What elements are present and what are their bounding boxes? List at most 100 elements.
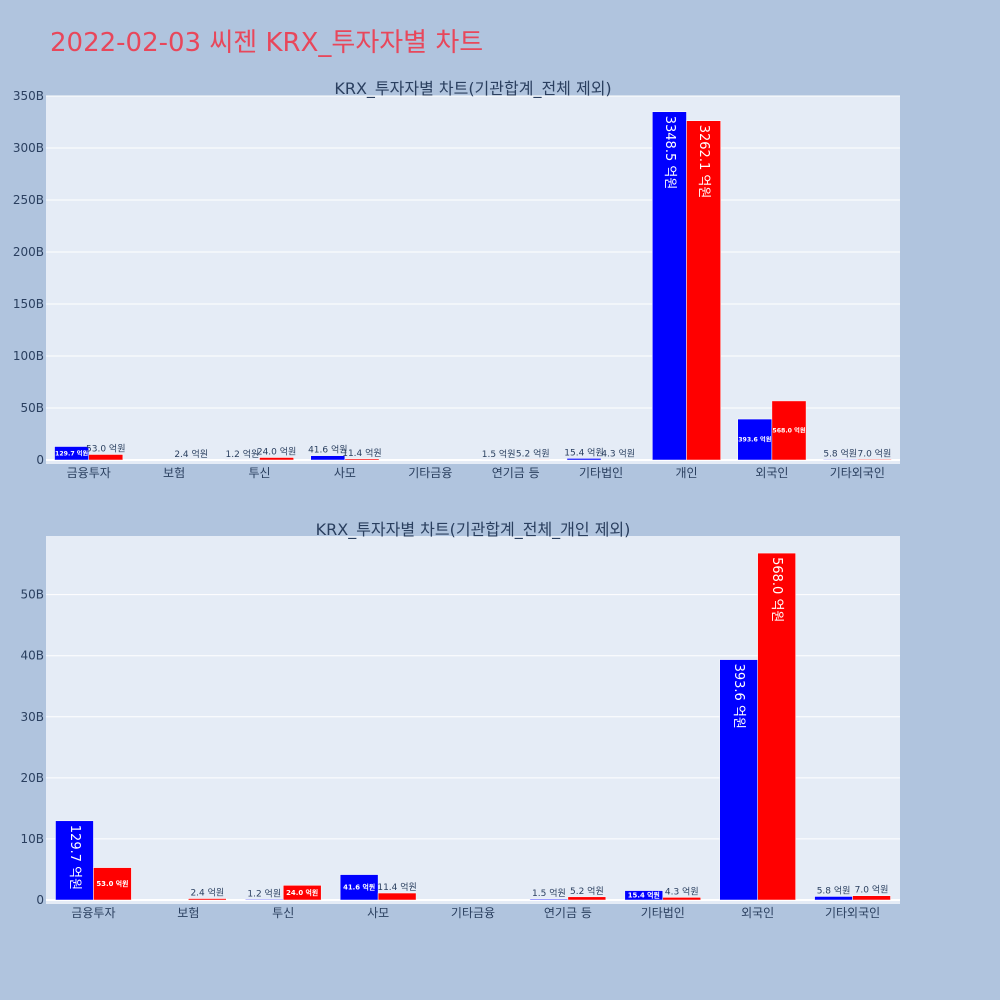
bar bbox=[822, 459, 858, 461]
data-label: 568.0 억원 bbox=[772, 427, 805, 435]
data-label: 2.4 억원 bbox=[190, 887, 224, 899]
x-tick-label: 보험 bbox=[177, 906, 199, 920]
data-label: 3262.1 억원 bbox=[696, 125, 711, 199]
data-label: 3348.5 억원 bbox=[662, 116, 677, 190]
x-tick-label: 개인 bbox=[675, 466, 697, 480]
data-label: 4.3 억원 bbox=[665, 885, 699, 897]
bar bbox=[757, 552, 796, 901]
chart-panel-1: 0 50B 100B 150B 200B 250B 300B 350B KRX_투자자별 차트(… bbox=[13, 79, 900, 480]
chart-title: KRX_투자자별 차트(기관합계_전체 제외) bbox=[334, 79, 611, 99]
bar bbox=[737, 418, 773, 461]
bar bbox=[282, 885, 322, 901]
bar bbox=[88, 454, 124, 461]
data-label: 129.7 억원 bbox=[67, 825, 82, 890]
bar bbox=[93, 867, 132, 901]
bar bbox=[245, 899, 284, 901]
data-label: 1.2 억원 bbox=[247, 887, 281, 899]
bar bbox=[857, 459, 892, 461]
bar bbox=[344, 458, 380, 461]
bar bbox=[567, 896, 607, 901]
x-tick-label: 외국인 bbox=[741, 906, 774, 920]
bar bbox=[377, 892, 417, 901]
data-label: 5.2 억원 bbox=[570, 885, 604, 897]
data-label: 53.0 억원 bbox=[86, 442, 125, 454]
x-tick-label: 기타금융 bbox=[408, 466, 452, 480]
bar bbox=[259, 457, 294, 461]
y-tick-label: 20B bbox=[20, 771, 44, 785]
page-title: 2022-02-03 씨젠 KRX_투자자별 차트 bbox=[50, 28, 484, 58]
data-label: 41.6 억원 bbox=[343, 883, 375, 892]
y-tick-label: 150B bbox=[13, 297, 44, 311]
bar bbox=[814, 896, 853, 901]
y-tick-label: 10B bbox=[20, 832, 44, 846]
y-tick-label: 300B bbox=[13, 141, 44, 155]
data-label: 15.4 억원 bbox=[564, 446, 603, 458]
data-label: 24.0 억원 bbox=[257, 446, 296, 458]
bar bbox=[662, 897, 701, 901]
data-label: 4.3 억원 bbox=[601, 448, 635, 460]
data-label: 568.0 억원 bbox=[769, 557, 784, 622]
data-label: 11.4 억원 bbox=[377, 881, 416, 893]
y-tick-label: 50B bbox=[20, 588, 44, 602]
data-label: 11.4 억원 bbox=[342, 447, 381, 459]
x-tick-label: 금융투자 bbox=[71, 906, 115, 920]
data-label: 5.2 억원 bbox=[516, 447, 550, 459]
bar bbox=[310, 455, 346, 461]
x-tick-label: 기타법인 bbox=[579, 466, 623, 480]
data-label: 129.7 억원 bbox=[55, 449, 88, 457]
x-tick-label: 기타금융 bbox=[451, 906, 495, 920]
data-label: 5.8 억원 bbox=[823, 447, 857, 459]
y-tick-label: 0 bbox=[36, 453, 44, 467]
bar bbox=[566, 458, 602, 461]
x-tick-label: 금융투자 bbox=[67, 466, 111, 480]
bar bbox=[54, 446, 89, 461]
x-tick-label: 투신 bbox=[272, 906, 294, 920]
plot-area bbox=[46, 96, 900, 464]
data-label: 53.0 억원 bbox=[96, 879, 128, 888]
bar bbox=[652, 111, 687, 461]
y-tick-label: 0 bbox=[36, 893, 44, 907]
bar bbox=[852, 895, 891, 901]
bar bbox=[339, 874, 379, 901]
x-tick-label: 연기금 등 bbox=[544, 906, 592, 920]
y-tick-label: 200B bbox=[13, 245, 44, 259]
bar bbox=[686, 120, 721, 461]
y-tick-label: 100B bbox=[13, 349, 44, 363]
y-tick-label: 30B bbox=[20, 710, 44, 724]
x-tick-label: 기타외국인 bbox=[825, 906, 880, 920]
x-tick-label: 사모 bbox=[367, 906, 389, 920]
x-tick-label: 외국인 bbox=[755, 466, 788, 480]
bar bbox=[529, 898, 569, 901]
y-tick-label: 50B bbox=[20, 401, 44, 415]
y-tick-label: 250B bbox=[13, 193, 44, 207]
y-tick-label: 40B bbox=[20, 649, 44, 663]
x-tick-label: 보험 bbox=[163, 466, 185, 480]
data-label: 393.6 억원 bbox=[738, 436, 771, 444]
x-tick-label: 기타외국인 bbox=[830, 466, 885, 480]
bar bbox=[55, 820, 94, 901]
bar bbox=[624, 890, 664, 901]
bar bbox=[719, 659, 758, 901]
chart-panel-2: 0 10B 20B 30B 40B 50B KRX_투자자별 차트(기관합계_전체_개인 제… bbox=[20, 520, 900, 920]
data-label: 41.6 억원 bbox=[308, 444, 347, 456]
data-label: 1.5 억원 bbox=[532, 887, 566, 899]
data-label: 7.0 억원 bbox=[858, 447, 892, 459]
data-label: 5.8 억원 bbox=[817, 884, 851, 896]
bar bbox=[188, 898, 227, 901]
bar bbox=[771, 400, 807, 461]
x-tick-label: 투신 bbox=[248, 466, 270, 480]
x-tick-label: 연기금 등 bbox=[492, 466, 540, 480]
y-tick-label: 350B bbox=[13, 89, 44, 103]
data-label: 2.4 억원 bbox=[174, 448, 208, 460]
data-label: 1.5 억원 bbox=[482, 448, 516, 460]
data-label: 24.0 억원 bbox=[286, 888, 318, 897]
data-label: 1.2 억원 bbox=[226, 448, 260, 460]
chart-title: KRX_투자자별 차트(기관합계_전체_개인 제외) bbox=[316, 520, 631, 540]
data-label: 15.4 억원 bbox=[628, 891, 660, 900]
data-label: 393.6 억원 bbox=[731, 664, 746, 729]
bar bbox=[515, 459, 551, 461]
data-label: 7.0 억원 bbox=[855, 884, 889, 896]
x-tick-label: 사모 bbox=[334, 466, 356, 480]
x-tick-label: 기타법인 bbox=[641, 906, 685, 920]
